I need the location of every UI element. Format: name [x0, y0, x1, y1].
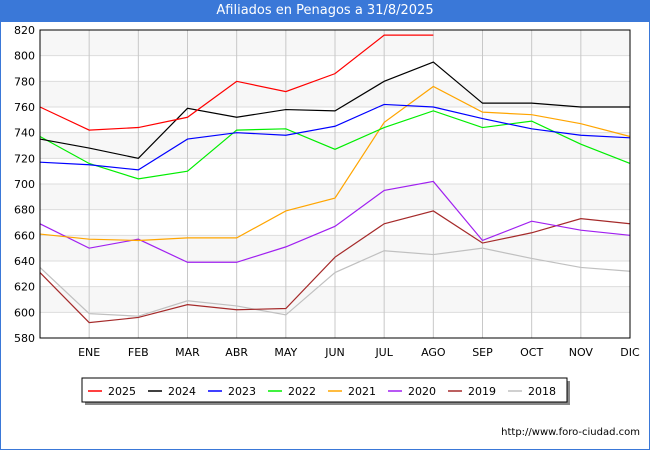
y-tick-label: 780: [14, 75, 35, 88]
x-tick-label: JUL: [374, 346, 393, 359]
plot-border: [39, 29, 631, 339]
x-tick-label: MAR: [175, 346, 200, 359]
y-tick-label: 680: [14, 204, 35, 217]
y-tick-label: 580: [14, 332, 35, 345]
y-tick-label: 740: [14, 127, 35, 140]
x-tick-label: OCT: [520, 346, 543, 359]
series-line-2018: [39, 247, 631, 317]
legend-label-2018: 2018: [528, 385, 556, 398]
legend-label-2023: 2023: [228, 385, 256, 398]
legend-label-2020: 2020: [408, 385, 436, 398]
legend-label-2025: 2025: [108, 385, 136, 398]
series-line-2019: [39, 210, 631, 324]
x-tick-label: SEP: [472, 346, 493, 359]
series-line-2023: [39, 103, 631, 171]
chart-title: Afiliados en Penagos a 31/8/2025: [0, 0, 650, 22]
y-tick-label: 600: [14, 306, 35, 319]
y-tick-label: 660: [14, 229, 35, 242]
legend-label-2024: 2024: [168, 385, 196, 398]
series-line-2020: [39, 180, 631, 263]
legend-label-2019: 2019: [468, 385, 496, 398]
y-tick-label: 620: [14, 281, 35, 294]
y-tick-label: 700: [14, 178, 35, 191]
y-tick-label: 760: [14, 101, 35, 114]
legend-label-2022: 2022: [288, 385, 316, 398]
y-tick-label: 800: [14, 50, 35, 63]
y-tick-label: 720: [14, 152, 35, 165]
legend-box: [81, 377, 568, 403]
x-tick-label: ENE: [78, 346, 100, 359]
series-line-2021: [39, 85, 631, 242]
x-tick-label: JUN: [324, 346, 345, 359]
series-line-2024: [39, 61, 630, 159]
x-tick-label: FEB: [128, 346, 149, 359]
x-tick-label: AGO: [421, 346, 446, 359]
series-line-2022: [39, 110, 631, 180]
legend-label-2021: 2021: [348, 385, 376, 398]
source-url[interactable]: http://www.foro-ciudad.com: [501, 427, 640, 438]
y-tick-label: 640: [14, 255, 35, 268]
x-tick-label: ABR: [225, 346, 248, 359]
y-tick-label: 820: [14, 24, 35, 37]
x-tick-label: DIC: [620, 346, 640, 359]
series-line-2025: [39, 34, 434, 131]
x-tick-label: MAY: [274, 346, 297, 359]
x-tick-label: NOV: [569, 346, 594, 359]
